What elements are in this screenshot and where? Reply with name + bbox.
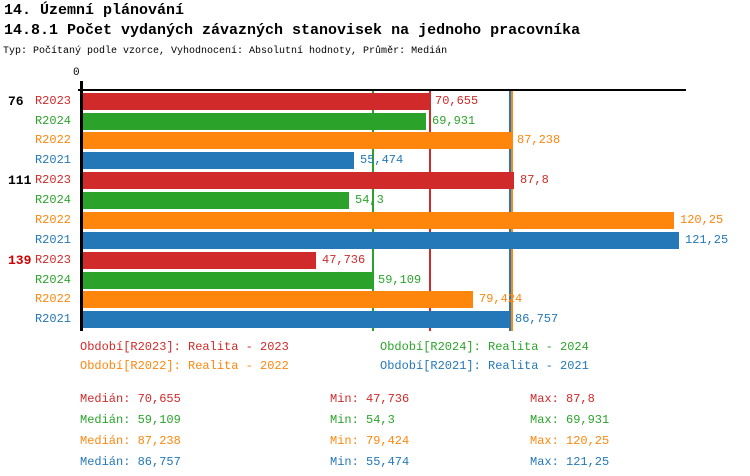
bar-value-label: 55,474: [360, 153, 404, 167]
bar-value-label: 47,736: [322, 253, 366, 267]
bar-value-label: 69,931: [432, 114, 476, 128]
bar-row-label-R2023: R2023: [34, 94, 71, 108]
page-title: 14. Územní plánování: [4, 2, 185, 19]
legend-item-R2021: Období[R2021]: Realita - 2021: [380, 359, 589, 373]
stat-min-R2024: Min: 54,3: [330, 413, 395, 427]
median-line-R2021: [509, 91, 511, 331]
bar-value-label: 120,25: [680, 213, 724, 227]
bar-value-label: 121,25: [685, 233, 729, 247]
bar-R2022: [83, 212, 674, 229]
legend-item-R2024: Období[R2024]: Realita - 2024: [380, 340, 589, 354]
group-label: 139: [8, 253, 32, 268]
bar-row-label-R2022: R2022: [34, 213, 71, 227]
axis-origin-tick: [80, 81, 83, 93]
chart-subtitle: 14.8.1 Počet vydaných závazných stanovis…: [4, 22, 581, 39]
bar-R2021: [83, 152, 354, 169]
bar-R2024: [83, 113, 426, 130]
bar-R2022: [83, 132, 511, 149]
chart-meta: Typ: Počítaný podle vzorce, Vyhodnocení:…: [3, 46, 448, 57]
bar-value-label: 54,3: [355, 193, 384, 207]
median-line-R2022: [511, 91, 513, 331]
legend-item-R2022: Období[R2022]: Realita - 2022: [80, 359, 289, 373]
stat-median-R2022: Medián: 87,238: [80, 434, 181, 448]
bar-R2023: [83, 172, 514, 189]
bar-row-label-R2022: R2022: [34, 133, 71, 147]
stat-max-R2021: Max: 121,25: [530, 455, 610, 469]
bar-row-label-R2023: R2023: [34, 253, 71, 267]
median-line-R2023: [429, 91, 431, 331]
bar-R2021: [83, 232, 679, 249]
bar-value-label: 87,238: [517, 133, 561, 147]
bar-R2024: [83, 272, 372, 289]
stat-min-R2021: Min: 55,474: [330, 455, 410, 469]
bar-R2024: [83, 192, 349, 209]
axis-origin-label: 0: [73, 67, 80, 79]
bar-row-label-R2024: R2024: [34, 114, 71, 128]
bar-value-label: 87,8: [520, 173, 549, 187]
y-axis-line: [80, 84, 83, 331]
stat-min-R2022: Min: 79,424: [330, 434, 410, 448]
group-label: 76: [8, 94, 24, 109]
group-label: 111: [8, 173, 32, 188]
stat-min-R2023: Min: 47,736: [330, 392, 410, 406]
bar-value-label: 70,655: [435, 94, 479, 108]
bar-value-label: 79,424: [479, 292, 523, 306]
median-line-R2024: [372, 91, 374, 331]
bar-value-label: 59,109: [378, 273, 422, 287]
stat-max-R2023: Max: 87,8: [530, 392, 595, 406]
bar-row-label-R2021: R2021: [34, 153, 71, 167]
stat-max-R2022: Max: 120,25: [530, 434, 610, 448]
bar-row-label-R2022: R2022: [34, 292, 71, 306]
bar-row-label-R2021: R2021: [34, 312, 71, 326]
stat-median-R2023: Medián: 70,655: [80, 392, 181, 406]
x-axis-line: [78, 89, 686, 91]
bar-R2021: [83, 311, 509, 328]
bar-value-label: 86,757: [515, 312, 559, 326]
bar-row-label-R2024: R2024: [34, 273, 71, 287]
bar-row-label-R2024: R2024: [34, 193, 71, 207]
stat-max-R2024: Max: 69,931: [530, 413, 610, 427]
bar-R2023: [83, 93, 429, 110]
bar-R2022: [83, 291, 473, 308]
bar-row-label-R2023: R2023: [34, 173, 71, 187]
stat-median-R2021: Medián: 86,757: [80, 455, 181, 469]
bar-R2023: [83, 252, 316, 269]
stat-median-R2024: Medián: 59,109: [80, 413, 181, 427]
bar-row-label-R2021: R2021: [34, 233, 71, 247]
legend-item-R2023: Období[R2023]: Realita - 2023: [80, 340, 289, 354]
